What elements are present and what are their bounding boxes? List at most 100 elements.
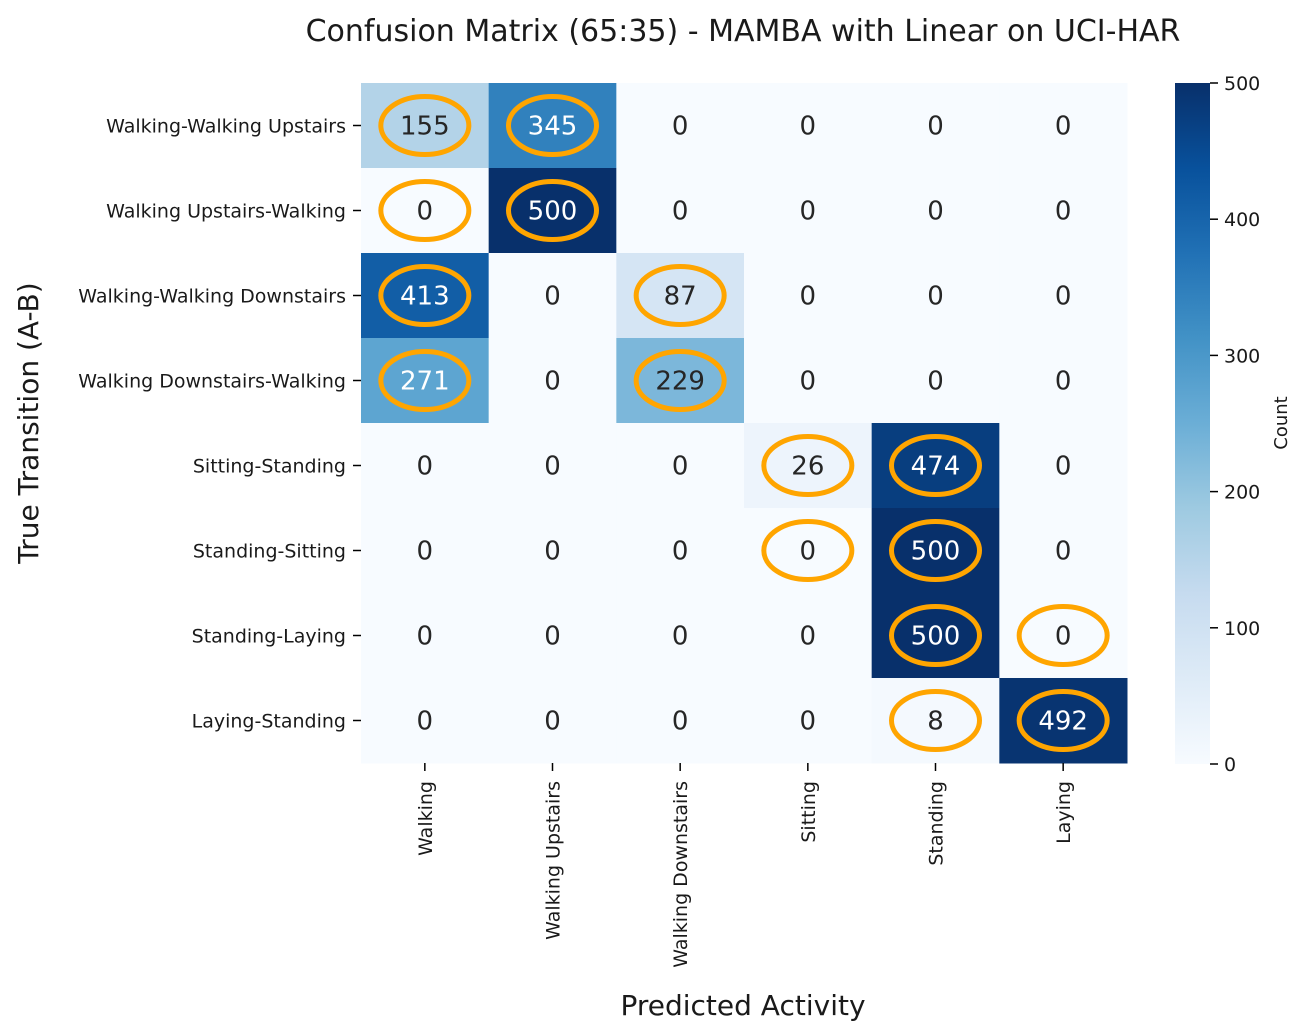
heatmap-cell: [999, 253, 1128, 339]
cell-value-label: 0: [672, 197, 689, 227]
colorbar-gradient: [1175, 83, 1210, 764]
cell-value-label: 0: [544, 537, 561, 567]
cell-value-label: 229: [655, 367, 705, 397]
cell-value-label: 0: [672, 622, 689, 652]
highlight-ellipse: [761, 434, 855, 497]
cell-value-label: 0: [927, 282, 944, 312]
cell-value-label: 0: [800, 537, 817, 567]
heatmap-cell: [361, 593, 490, 679]
colorbar-label: Count: [1271, 396, 1292, 449]
heatmap-cell: [488, 338, 617, 424]
colorbar: 0 100 200 300 400 500 Count: [1175, 73, 1292, 776]
x-tick-label: Walking Upstairs: [543, 781, 565, 940]
x-axis: Walking Walking Upstairs Walking Downstair…: [415, 763, 1075, 968]
y-tick-label: Laying-Standing: [192, 711, 346, 733]
cell-value-label: 0: [1055, 537, 1072, 567]
heatmap-cell: [744, 593, 873, 679]
heatmap-cell: [744, 168, 873, 254]
highlight-ellipse: [633, 264, 727, 327]
heatmap-cells: [361, 83, 1128, 764]
cell-value-label: 0: [544, 452, 561, 482]
y-tick-label: Walking-Walking Downstairs: [78, 286, 346, 308]
cell-value-label: 0: [927, 367, 944, 397]
x-axis-label: Predicted Activity: [620, 989, 865, 1022]
heatmap-cell: [616, 83, 745, 169]
heatmap-cell: [871, 168, 1000, 254]
cell-value-label: 0: [417, 707, 434, 737]
colorbar-tick-label: 100: [1224, 618, 1260, 640]
cell-value-label: 0: [800, 622, 817, 652]
cell-value-label: 0: [544, 367, 561, 397]
heatmap-cell: [999, 508, 1128, 594]
cell-value-label: 500: [528, 197, 578, 227]
heatmap-cell: [999, 168, 1128, 254]
heatmap-cell: [999, 83, 1128, 169]
highlight-ellipse: [378, 264, 472, 327]
cell-value-label: 0: [672, 112, 689, 142]
highlight-ellipse: [378, 179, 472, 242]
cell-value-label: 500: [911, 537, 961, 567]
heatmap-cell: [999, 338, 1128, 424]
cell-value-label: 0: [1055, 197, 1072, 227]
cell-value-label: 0: [800, 707, 817, 737]
cell-value-label: 26: [791, 452, 824, 482]
y-tick-label: Walking Upstairs-Walking: [106, 201, 346, 223]
heatmap-cell: [744, 338, 873, 424]
colorbar-tick-label: 500: [1224, 73, 1260, 95]
heatmap-cell: [871, 253, 1000, 339]
cell-value-label: 0: [672, 537, 689, 567]
heatmap-cell: [616, 508, 745, 594]
cell-value-label: 0: [672, 452, 689, 482]
highlight-ellipse: [378, 94, 472, 157]
x-tick-label: Sitting: [798, 781, 820, 843]
heatmap-cell: [488, 593, 617, 679]
heatmap-cell: [616, 423, 745, 509]
chart-title: Confusion Matrix (65:35) - MAMBA with Li…: [306, 14, 1181, 49]
cell-value-label: 0: [417, 197, 434, 227]
cell-value-label: 474: [911, 452, 961, 482]
highlight-ellipse: [889, 519, 982, 582]
cell-value-label: 0: [1055, 622, 1072, 652]
heatmap-cell: [744, 678, 873, 764]
highlight-ellipse: [1016, 604, 1110, 667]
highlight-ellipse: [506, 94, 599, 157]
x-tick-label: Walking Downstairs: [670, 781, 692, 968]
cell-value-label: 0: [1055, 452, 1072, 482]
heatmap-cell: [999, 423, 1128, 509]
cell-value-label: 8: [927, 707, 944, 737]
heatmap-cell: [361, 508, 490, 594]
cell-value-labels: 155 345 0 0 0 0 0 500 0 0 0 0 413 0 87 0 0 0 271 0 229 0 0 0 0 0 0…: [400, 112, 1088, 737]
highlight-ellipse: [1016, 689, 1110, 752]
cell-value-label: 0: [417, 452, 434, 482]
heatmap-cell: [616, 678, 745, 764]
highlight-ellipse: [889, 604, 982, 667]
cell-value-label: 155: [400, 112, 450, 142]
highlight-ellipse: [889, 434, 982, 497]
cell-value-label: 413: [400, 282, 450, 312]
y-axis-label: True Transition (A-B): [12, 282, 45, 564]
cell-value-label: 0: [417, 537, 434, 567]
cell-value-label: 0: [800, 112, 817, 142]
cell-value-label: 0: [800, 197, 817, 227]
cell-value-label: 0: [544, 622, 561, 652]
cell-value-label: 345: [528, 112, 578, 142]
y-tick-label: Standing-Laying: [192, 626, 346, 648]
highlight-ellipse: [761, 519, 855, 582]
y-tick-label: Sitting-Standing: [193, 456, 346, 478]
y-tick-label: Walking Downstairs-Walking: [78, 371, 346, 393]
colorbar-tick-label: 400: [1224, 209, 1260, 231]
x-tick-label: Standing: [926, 781, 948, 866]
cell-value-label: 0: [544, 282, 561, 312]
highlight-ellipse: [506, 179, 599, 242]
highlight-ellipse: [633, 349, 727, 412]
heatmap-cell: [488, 678, 617, 764]
heatmap-cell: [744, 253, 873, 339]
heatmap-cell: [871, 83, 1000, 169]
y-tick-label: Walking-Walking Upstairs: [106, 116, 346, 138]
x-tick-label: Laying: [1053, 781, 1075, 844]
highlight-ellipse: [378, 349, 472, 412]
cell-value-label: 0: [1055, 282, 1072, 312]
cell-value-label: 87: [664, 282, 697, 312]
cell-value-label: 0: [1055, 367, 1072, 397]
